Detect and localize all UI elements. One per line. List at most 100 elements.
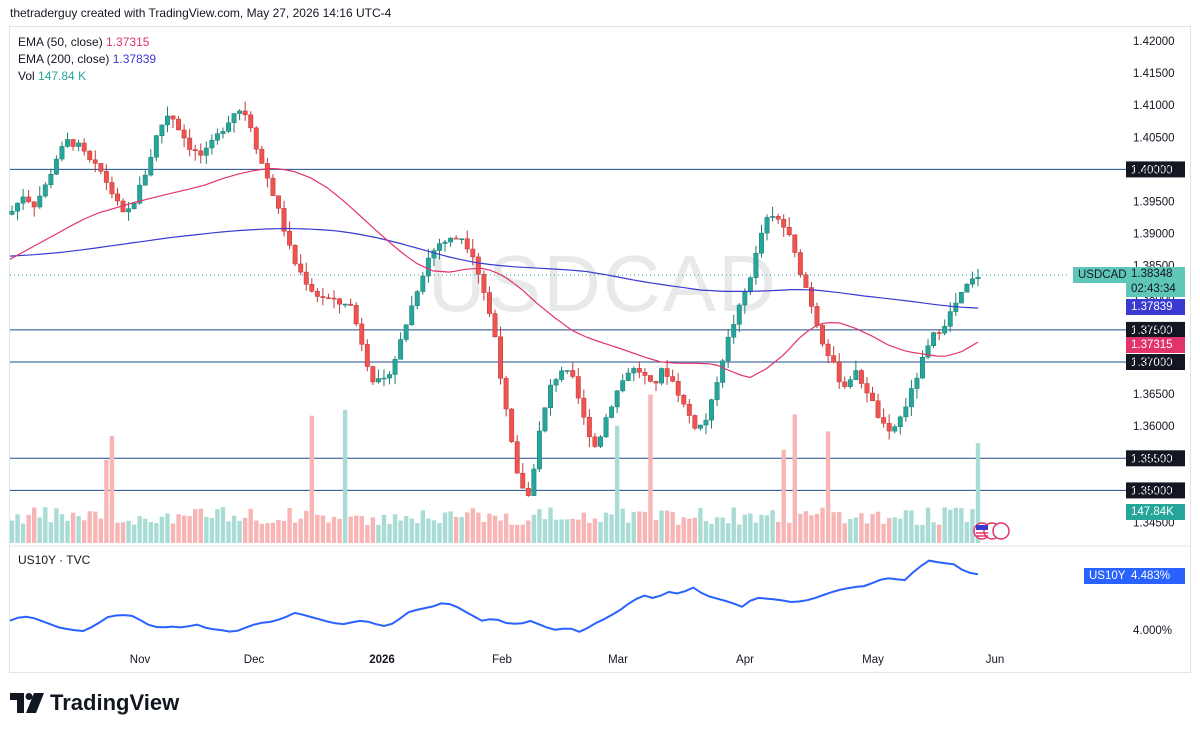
candle-body	[614, 390, 620, 408]
price-tick-label: 1.37500	[1133, 325, 1175, 337]
volume-bar	[537, 509, 542, 543]
volume-bar	[242, 517, 248, 543]
candle-body	[170, 115, 176, 120]
candle-body	[115, 193, 120, 202]
candle-body	[298, 263, 304, 273]
candle-body	[525, 487, 531, 496]
candle-body	[370, 366, 376, 383]
volume-bar	[809, 515, 814, 543]
candle-body	[969, 278, 975, 285]
candle-body	[214, 133, 220, 141]
candle-body	[164, 115, 170, 126]
volume-bar	[859, 513, 864, 543]
candle-body	[181, 129, 187, 139]
volume-bar	[931, 522, 936, 543]
attribution-header: thetraderguy created with TradingView.co…	[10, 6, 392, 20]
ema200-line	[9, 227, 979, 309]
time-tick-label: Apr	[736, 654, 754, 666]
volume-bar	[298, 518, 303, 543]
volume-bar	[420, 510, 426, 543]
volume-bar	[759, 514, 764, 543]
candle-body	[337, 298, 343, 305]
level-tag	[1126, 321, 1185, 338]
candle-body	[76, 142, 82, 147]
ema200-value: 1.37839	[112, 52, 157, 66]
volume-bar	[509, 524, 514, 543]
volume-bar	[59, 514, 65, 543]
candle-body	[842, 381, 848, 387]
candle-body	[781, 219, 787, 228]
candle-body	[159, 124, 165, 136]
volume-bar	[54, 508, 59, 543]
volume-bar	[676, 524, 681, 543]
countdown-value: 02:43:34	[1131, 283, 1176, 295]
volume-bar	[220, 507, 226, 543]
candle-body	[220, 131, 226, 134]
volume-bar	[26, 514, 31, 543]
tradingview-logo-text: TradingView	[50, 690, 180, 715]
volume-bar	[670, 511, 675, 543]
candle-body	[836, 361, 842, 383]
volume-bar	[131, 524, 137, 543]
candle-body	[536, 430, 542, 470]
candle-body	[198, 150, 204, 156]
volume-bar	[431, 520, 437, 543]
price-tick-label: 1.35000	[1133, 485, 1175, 497]
volume-bar	[687, 518, 692, 543]
candle-body	[620, 380, 626, 392]
volume-bar	[653, 519, 659, 543]
us10y-legend: US10Y · TVC	[18, 553, 91, 567]
volume-bar	[37, 517, 42, 543]
horizontal-levels: 1.40000 1.37500 1.37000 1.35500 1.35000	[10, 161, 1185, 499]
candle-body	[914, 377, 920, 389]
volume-bar	[842, 523, 847, 543]
tradingview-logo[interactable]: TradingView	[10, 690, 179, 716]
candle-body	[820, 325, 826, 345]
volume-bar	[626, 522, 631, 543]
price-tick-label: 1.39500	[1133, 197, 1175, 209]
last-price-value: 1.38348	[1131, 268, 1173, 280]
candle-body	[931, 332, 937, 347]
candle-body	[686, 403, 692, 416]
candle-body	[659, 368, 665, 384]
candle-body	[137, 184, 143, 204]
candle-body	[542, 407, 548, 432]
candle-body	[425, 257, 431, 277]
volume-bar	[81, 520, 87, 543]
candle-body	[420, 275, 426, 292]
volume-bar	[270, 522, 276, 543]
volume-bar	[43, 507, 48, 543]
candle-body	[703, 419, 709, 426]
ema50-legend: EMA (50, close) 1.37315	[18, 34, 156, 51]
candle-body	[725, 336, 731, 362]
indicator-legend: EMA (50, close) 1.37315 EMA (200, close)…	[18, 34, 156, 85]
volume-bar	[787, 522, 792, 543]
volume-bar	[553, 519, 559, 543]
candle-body	[942, 326, 948, 334]
volume-bar	[487, 513, 492, 543]
volume-bar	[814, 513, 820, 543]
volume-bar	[481, 521, 487, 543]
volume-bar	[964, 521, 970, 543]
candle-body	[958, 291, 964, 304]
price-tick-label: 1.40500	[1133, 132, 1175, 144]
volume-bar	[648, 394, 653, 543]
volume-bar	[215, 509, 220, 543]
candle-body	[470, 248, 476, 258]
time-tick-label: Jun	[986, 654, 1005, 666]
candle-body	[675, 380, 681, 396]
volume-bar	[226, 521, 231, 543]
candle-body	[392, 359, 398, 375]
candle-body	[20, 196, 26, 204]
volume-bar	[287, 507, 292, 543]
ema50-value: 1.37315	[106, 35, 150, 49]
candle-body	[442, 241, 448, 244]
volume-bar	[281, 520, 287, 543]
candle-body	[803, 274, 809, 288]
us10y-symbol-tag: US10Y	[1084, 568, 1131, 584]
volume-bar	[920, 524, 925, 543]
candle-body	[203, 147, 209, 156]
candle-body	[264, 163, 270, 179]
volume-bar	[503, 513, 509, 543]
